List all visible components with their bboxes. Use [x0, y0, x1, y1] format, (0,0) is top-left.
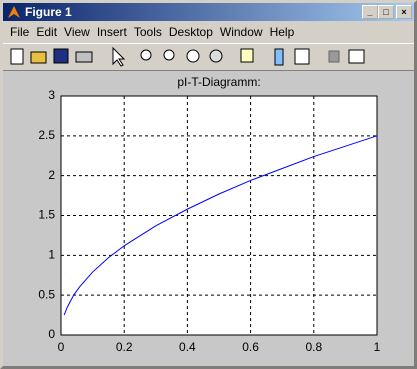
zoom-out-button[interactable]	[163, 49, 175, 61]
y-tick-label: 1	[48, 248, 55, 262]
y-tick-label: 3	[48, 88, 55, 102]
save-button[interactable]	[53, 48, 69, 64]
open-button[interactable]	[30, 51, 47, 64]
x-tick-label: 0.4	[179, 340, 196, 354]
data-line	[63, 135, 378, 316]
menu-bar: File Edit View Insert Tools Desktop Window Help	[3, 23, 414, 41]
maximize-button[interactable]: □	[378, 5, 394, 19]
axes-frame	[60, 95, 378, 336]
menu-item[interactable]: Help	[269, 25, 295, 39]
toolbar	[3, 43, 414, 71]
y-tick-label: 0.5	[38, 287, 55, 301]
show-plottools-button[interactable]	[348, 49, 365, 64]
x-tick-label: 0.2	[116, 340, 133, 354]
zoom-in-button[interactable]	[140, 49, 152, 61]
x-tick-label: 0.6	[242, 340, 259, 354]
x-tick-label: 0	[58, 340, 65, 354]
menu-item[interactable]: Insert	[96, 25, 127, 39]
menu-item[interactable]: Tools	[133, 25, 162, 39]
pan-button[interactable]	[186, 49, 200, 63]
print-button[interactable]	[75, 51, 93, 63]
menu-item[interactable]: View	[64, 25, 90, 39]
minimize-button[interactable]: _	[362, 5, 378, 19]
y-tick-label: 2.5	[38, 128, 55, 142]
chart: pI-T-Diagramm: 0 0.5 1 1.5 2 2.5 3 0 0.2 0.4 0.6 0.…	[3, 71, 414, 366]
legend-button[interactable]	[294, 48, 310, 65]
menu-item[interactable]: Desktop	[168, 25, 213, 39]
y-tick-label: 2	[48, 168, 55, 182]
toolbar-icons	[10, 46, 365, 67]
x-tick-label: 0.8	[305, 340, 322, 354]
menu-item[interactable]: Window	[219, 25, 263, 39]
menu-item[interactable]: Edit	[36, 25, 58, 39]
y-tick-label: 0	[48, 327, 55, 341]
chart-title: pI-T-Diagramm:	[177, 75, 260, 89]
edit-button[interactable]	[112, 46, 126, 67]
window-title: Figure 1	[25, 5, 72, 19]
x-tick-label: 1	[374, 340, 381, 354]
datacursor-button[interactable]	[240, 48, 254, 63]
y-tick-label: 1.5	[38, 208, 55, 222]
new-button[interactable]	[10, 48, 24, 65]
menu-item[interactable]: File	[10, 25, 30, 39]
colorbar-button[interactable]	[274, 48, 284, 66]
app-icon	[8, 6, 20, 18]
close-button[interactable]: ×	[396, 5, 412, 19]
title-bar: Figure 1 _ □ ×	[3, 3, 414, 21]
hide-plottools-button[interactable]	[328, 50, 340, 63]
rotate-button[interactable]	[209, 49, 223, 63]
